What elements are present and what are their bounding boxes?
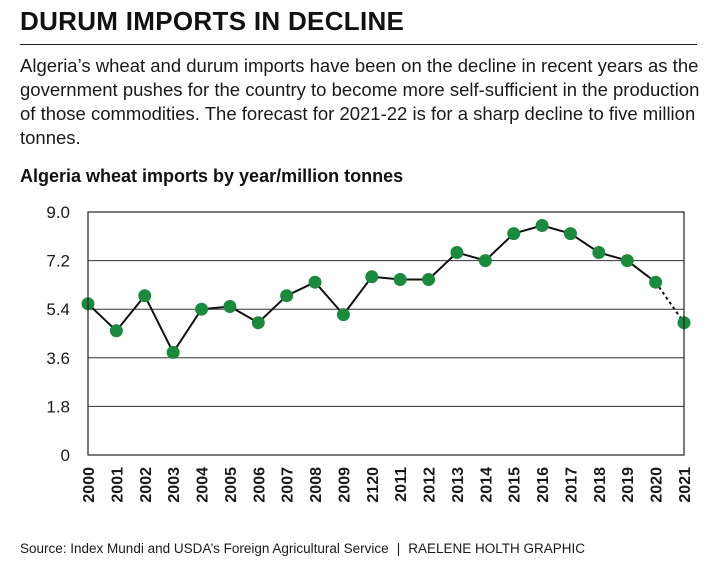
x-tick-label: 2018 — [592, 467, 609, 503]
x-tick-label: 2004 — [195, 467, 212, 503]
series-segment — [342, 276, 373, 316]
x-tick-label: 2005 — [223, 467, 240, 503]
series-segment — [115, 295, 146, 332]
data-point — [620, 254, 634, 268]
y-tick-label: 1.8 — [46, 397, 70, 416]
y-tick-label: 5.4 — [46, 300, 70, 319]
graphic-credit: RAELENE HOLTH GRAPHIC — [408, 541, 585, 556]
data-point — [138, 289, 152, 303]
x-tick-label: 2020 — [649, 467, 666, 503]
data-point — [365, 270, 379, 284]
series-segment — [143, 295, 175, 353]
x-tick-labels: 2000 2001 2002 2003 2004 2005 2006 2007 2008 2009… — [81, 467, 694, 503]
x-tick-label: 2015 — [507, 467, 524, 503]
data-point — [592, 246, 606, 259]
x-tick-label: 2006 — [251, 467, 268, 503]
y-tick-label: 7.2 — [46, 252, 70, 271]
data-points — [81, 219, 691, 359]
headline: DURUM IMPORTS IN DECLINE — [20, 6, 405, 36]
data-point — [478, 254, 492, 268]
x-tick-label: 2008 — [308, 467, 325, 503]
grid-lines — [88, 260, 684, 407]
x-tick-label: 2013 — [450, 467, 467, 503]
y-tick-label: 9.0 — [46, 203, 70, 222]
data-point — [195, 302, 209, 316]
x-tick-label: 2014 — [478, 467, 495, 503]
series-segment — [257, 294, 288, 324]
data-point — [166, 345, 180, 359]
x-tick-label: 2003 — [166, 467, 183, 503]
line-chart: 01.83.65.47.29.0 2000 2001 2002 2003 2004 200… — [46, 203, 694, 503]
data-point — [422, 273, 436, 286]
x-tick-label: 2001 — [109, 467, 126, 503]
source-line: Source: Index Mundi and USDA’s Foreign A… — [20, 541, 585, 556]
x-tick-label: 2002 — [138, 467, 155, 503]
data-point — [336, 308, 350, 322]
y-tick-label: 0 — [61, 446, 70, 465]
x-tick-label: 2009 — [336, 467, 353, 503]
series-segment — [484, 232, 515, 262]
data-point — [535, 219, 549, 232]
chart-title: Algeria wheat imports by year/million to… — [20, 166, 404, 186]
deck-text: Algeria’s wheat and durum imports have b… — [20, 55, 700, 148]
data-point — [507, 227, 521, 241]
series-segment — [172, 308, 203, 353]
data-point — [649, 275, 663, 289]
x-tick-label: 2021 — [677, 467, 694, 503]
series-segment — [314, 281, 345, 316]
x-tick-label: 2007 — [280, 467, 297, 503]
data-point — [450, 246, 464, 259]
x-tick-label: 2011 — [393, 467, 410, 502]
data-point — [280, 289, 294, 303]
x-tick-label: 2016 — [535, 467, 552, 503]
data-point — [563, 227, 577, 241]
x-tick-label: 2017 — [563, 467, 580, 503]
data-point — [223, 300, 237, 313]
data-point — [308, 275, 322, 289]
source-text: Source: Index Mundi and USDA’s Foreign A… — [20, 541, 389, 556]
forecast-segment — [654, 281, 685, 324]
x-tick-label: 2120 — [365, 467, 382, 503]
series-segment — [427, 251, 458, 281]
series-segment — [87, 303, 118, 332]
source-separator: | — [396, 541, 401, 556]
plot-frame — [87, 211, 685, 456]
series-line — [87, 224, 685, 353]
data-point — [251, 316, 265, 330]
x-tick-label: 2012 — [422, 467, 439, 503]
y-tick-label: 3.6 — [46, 349, 70, 368]
data-point — [109, 324, 123, 338]
x-tick-label: 2019 — [620, 467, 637, 503]
headline-rule — [20, 44, 697, 45]
data-point — [393, 273, 407, 286]
y-tick-labels: 0 1.8 3.6 5.4 7.2 9.0 — [46, 203, 70, 465]
x-tick-label: 2000 — [81, 467, 98, 503]
